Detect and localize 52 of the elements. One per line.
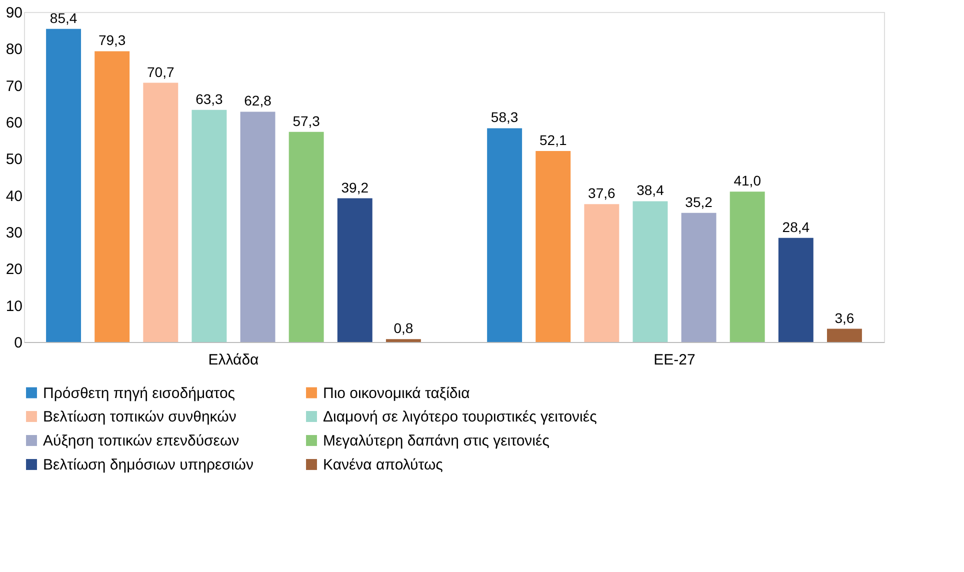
y-tick-label: 50	[6, 151, 22, 168]
bar	[192, 110, 227, 342]
data-label: 35,2	[685, 194, 713, 210]
bar	[730, 192, 765, 342]
legend-label: Κανένα απολύτως	[323, 456, 443, 474]
legend-label: Διαμονή σε λιγότερο τουριστικές γειτονιές	[323, 408, 597, 426]
y-tick-label: 30	[6, 224, 22, 242]
y-tick-label: 0	[14, 334, 22, 352]
y-tick-label: 90	[6, 4, 22, 22]
bar	[487, 128, 522, 342]
data-label: 52,1	[539, 132, 567, 148]
bar	[337, 198, 372, 342]
data-label: 79,3	[98, 32, 126, 48]
legend-label: Αύξηση τοπικών επενδύσεων	[43, 432, 240, 450]
y-tick-label: 20	[6, 261, 22, 278]
data-label: 85,4	[50, 10, 78, 26]
data-label: 41,0	[734, 172, 762, 189]
y-tick-label: 80	[6, 41, 22, 58]
x-tick-label: Ελλάδα	[208, 352, 260, 368]
legend-label: Βελτίωση τοπικών συνθηκών	[43, 408, 236, 426]
bar	[632, 201, 668, 342]
data-label: 0,8	[394, 320, 414, 336]
data-label: 39,2	[341, 179, 369, 196]
bar	[46, 28, 82, 342]
data-label: 70,7	[147, 64, 174, 80]
bar	[584, 204, 620, 342]
bar	[143, 82, 178, 342]
bar	[681, 212, 716, 342]
legend-label: Πρόσθετη πηγή εισοδήματος	[43, 384, 236, 402]
bar	[778, 238, 814, 342]
bar	[288, 132, 324, 342]
data-label: 37,6	[588, 185, 616, 202]
data-label: 58,3	[490, 109, 518, 126]
data-label: 38,4	[636, 182, 664, 198]
bar	[826, 328, 862, 342]
data-label: 57,3	[292, 112, 320, 129]
bar	[536, 150, 571, 342]
y-tick-label: 10	[6, 298, 22, 315]
legend-label: Μεγαλύτερη δαπάνη στις γειτονιές	[323, 432, 550, 450]
y-tick-label: 70	[6, 78, 22, 95]
y-tick-label: 60	[6, 114, 22, 132]
y-tick-label: 40	[6, 188, 22, 205]
legend-label: Πιο οικονομικά ταξίδια	[323, 384, 470, 402]
data-label: 62,8	[244, 92, 272, 109]
data-label: 28,4	[782, 218, 810, 235]
bar	[386, 339, 421, 342]
bar	[240, 112, 276, 342]
x-tick-label: ΕΕ-27	[654, 352, 696, 368]
bar	[94, 51, 130, 342]
legend-label: Βελτίωση δημόσιων υπηρεσιών	[43, 456, 254, 474]
data-label: 63,3	[196, 90, 224, 107]
data-label: 3,6	[834, 310, 854, 326]
